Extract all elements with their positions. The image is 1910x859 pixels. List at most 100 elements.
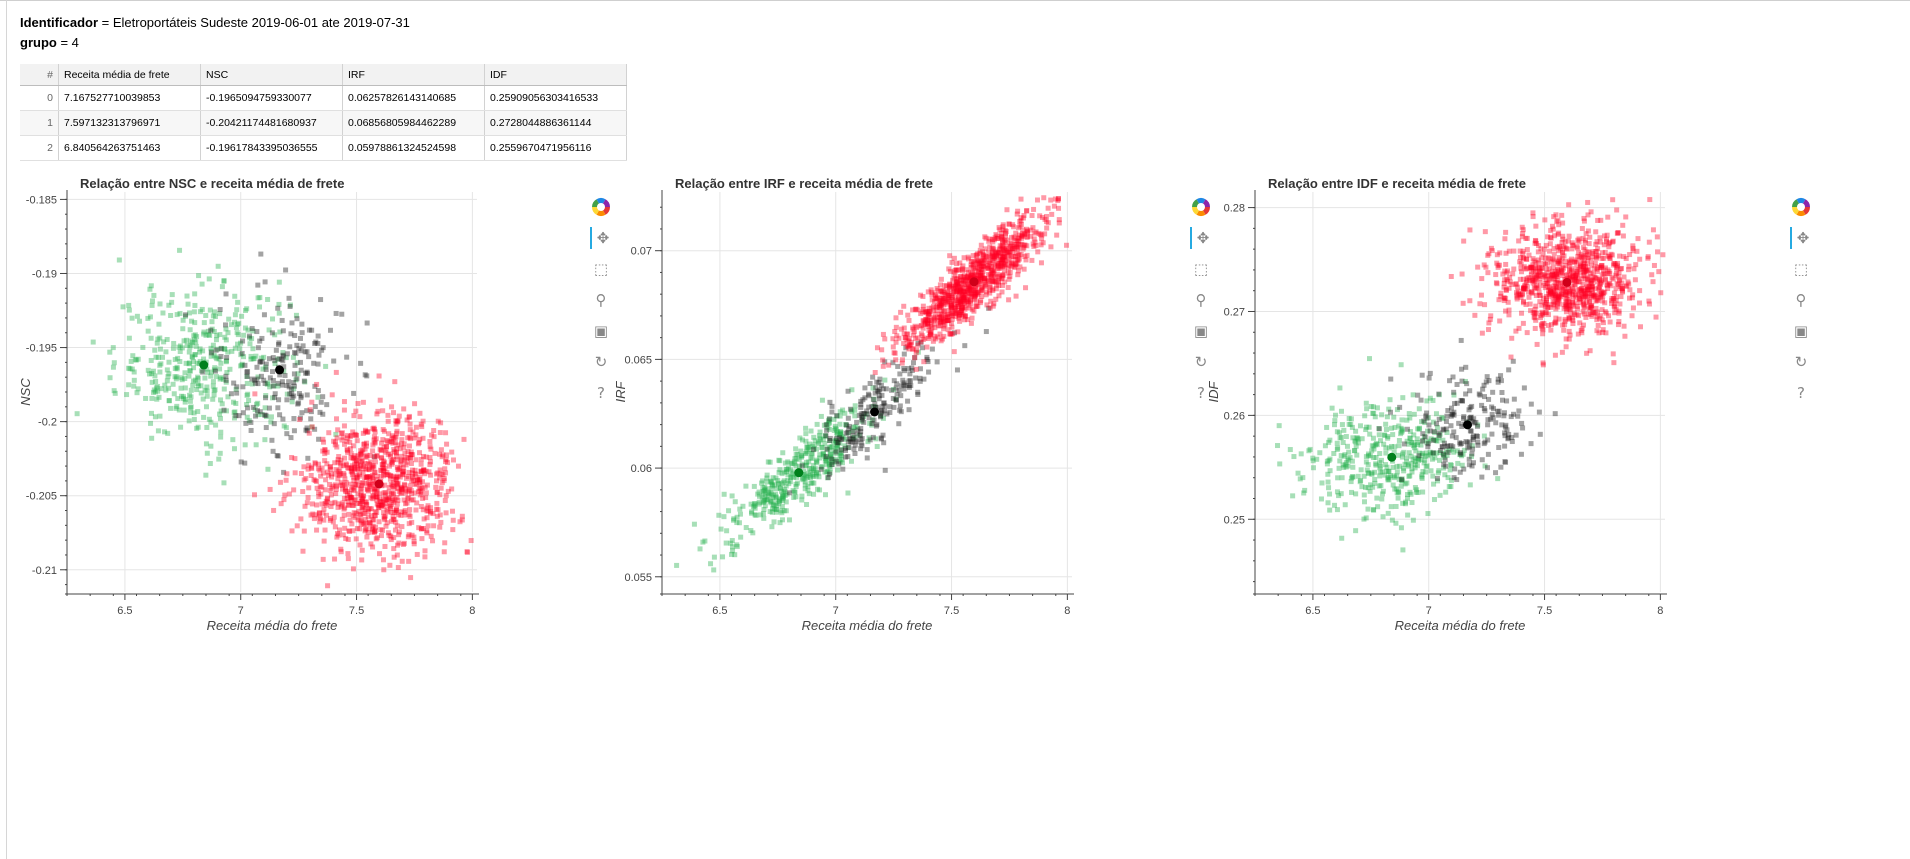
pan-icon[interactable]: ✥ bbox=[1190, 227, 1214, 249]
data-point bbox=[1598, 294, 1604, 300]
data-point bbox=[225, 330, 231, 336]
help-icon[interactable]: ? bbox=[1197, 384, 1205, 402]
help-icon[interactable]: ? bbox=[1797, 384, 1805, 402]
data-point bbox=[1536, 285, 1542, 291]
data-point bbox=[395, 497, 401, 503]
data-point bbox=[1001, 238, 1007, 244]
data-point bbox=[349, 521, 355, 527]
data-point bbox=[902, 335, 908, 341]
data-point bbox=[192, 337, 198, 343]
nsc-scatter-svg[interactable]: 6.5 7 7.5 8-0.185-0.19-0.195-0.2-0.205-0.21… bbox=[20, 170, 615, 760]
wheel-zoom-icon[interactable]: ⚲ bbox=[595, 291, 607, 309]
column-header[interactable]: IDF bbox=[484, 64, 627, 86]
pan-icon[interactable]: ✥ bbox=[590, 227, 614, 249]
data-point bbox=[316, 510, 322, 516]
data-point bbox=[1459, 440, 1465, 446]
data-point bbox=[1317, 450, 1323, 456]
data-point bbox=[1547, 286, 1553, 292]
data-point bbox=[867, 380, 873, 386]
data-point bbox=[946, 266, 952, 272]
data-point bbox=[291, 393, 297, 399]
data-point bbox=[783, 508, 789, 514]
nsc-scatter-plot[interactable]: Relação entre NSC e receita média de fre… bbox=[20, 170, 615, 760]
data-point bbox=[837, 413, 843, 419]
data-point bbox=[216, 456, 222, 462]
data-point bbox=[1519, 291, 1525, 297]
data-point bbox=[1001, 247, 1007, 253]
data-point bbox=[387, 504, 393, 510]
reset-icon[interactable]: ↻ bbox=[594, 353, 608, 371]
data-point bbox=[1554, 304, 1560, 310]
table-row[interactable]: 0 7.167527710039853 -0.1965094759330077 … bbox=[20, 85, 627, 111]
data-point bbox=[265, 380, 271, 386]
data-point bbox=[1580, 264, 1586, 270]
data-point bbox=[342, 455, 348, 461]
data-point bbox=[938, 302, 944, 308]
data-point bbox=[988, 271, 994, 277]
data-point bbox=[1524, 277, 1530, 283]
data-point bbox=[412, 471, 418, 477]
save-icon[interactable]: ▣ bbox=[1193, 322, 1209, 340]
data-point bbox=[407, 434, 413, 440]
data-point bbox=[415, 441, 421, 447]
data-point bbox=[368, 506, 374, 512]
data-point bbox=[406, 558, 412, 564]
data-point bbox=[1002, 227, 1008, 233]
pan-icon[interactable]: ✥ bbox=[1790, 227, 1814, 249]
data-point bbox=[1024, 208, 1030, 214]
data-point bbox=[259, 355, 265, 361]
box-zoom-icon[interactable]: ⬚ bbox=[593, 260, 609, 278]
data-point bbox=[1384, 468, 1390, 474]
data-point bbox=[1613, 272, 1619, 278]
save-icon[interactable]: ▣ bbox=[1793, 322, 1809, 340]
data-point bbox=[1563, 295, 1569, 301]
irf-scatter-plot[interactable]: Relação entre IRF e receita média de fre… bbox=[615, 170, 1210, 760]
box-zoom-icon[interactable]: ⬚ bbox=[1193, 260, 1209, 278]
data-point bbox=[276, 279, 282, 285]
reset-icon[interactable]: ↻ bbox=[1794, 353, 1808, 371]
data-point bbox=[208, 353, 214, 359]
data-point bbox=[962, 289, 968, 295]
data-point bbox=[376, 505, 382, 511]
save-icon[interactable]: ▣ bbox=[593, 322, 609, 340]
data-point bbox=[1338, 408, 1344, 414]
data-point bbox=[1018, 196, 1024, 202]
table-row[interactable]: 2 6.840564263751463 -0.19617843395036555… bbox=[20, 135, 627, 161]
idf-scatter-plot[interactable]: Relação entre IDF e receita média de fre… bbox=[1208, 170, 1803, 760]
data-point bbox=[893, 397, 899, 403]
wheel-zoom-icon[interactable]: ⚲ bbox=[1795, 291, 1807, 309]
data-point bbox=[186, 310, 192, 316]
column-header[interactable]: Receita média de frete bbox=[58, 64, 201, 86]
wheel-zoom-icon[interactable]: ⚲ bbox=[1195, 291, 1207, 309]
data-point bbox=[952, 301, 957, 307]
data-point bbox=[214, 346, 220, 352]
data-point bbox=[371, 434, 377, 440]
data-point bbox=[939, 289, 945, 295]
data-point bbox=[968, 291, 974, 297]
reset-icon[interactable]: ↻ bbox=[1194, 353, 1208, 371]
data-point bbox=[874, 444, 880, 450]
data-point bbox=[374, 535, 380, 541]
data-point bbox=[350, 513, 356, 519]
data-point bbox=[956, 302, 962, 308]
data-point bbox=[276, 310, 282, 316]
data-point bbox=[1616, 310, 1622, 316]
column-header[interactable]: NSC bbox=[200, 64, 343, 86]
table-row[interactable]: 1 7.597132313796971 -0.20421174481680937… bbox=[20, 110, 627, 136]
data-point bbox=[981, 252, 987, 258]
data-point bbox=[979, 273, 985, 279]
data-point bbox=[982, 276, 988, 282]
column-header[interactable]: # bbox=[20, 64, 59, 86]
data-point bbox=[1395, 452, 1401, 458]
data-point bbox=[263, 393, 269, 399]
data-point bbox=[437, 492, 443, 498]
box-zoom-icon[interactable]: ⬚ bbox=[1793, 260, 1809, 278]
data-point bbox=[1383, 426, 1389, 432]
data-point bbox=[401, 509, 407, 515]
column-header[interactable]: IRF bbox=[342, 64, 485, 86]
data-point bbox=[819, 397, 825, 403]
help-icon[interactable]: ? bbox=[597, 384, 605, 402]
data-point bbox=[400, 471, 406, 477]
